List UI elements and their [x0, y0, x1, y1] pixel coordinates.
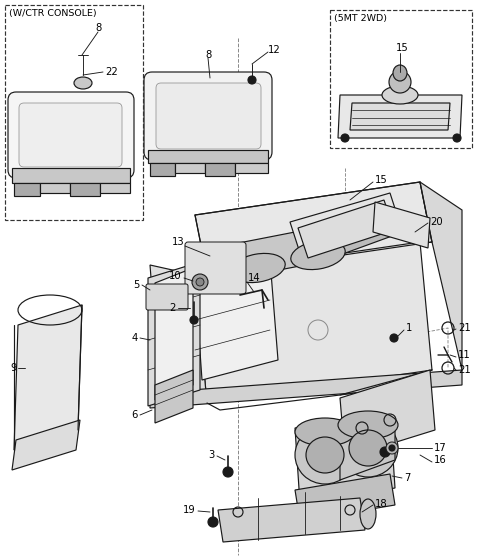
Polygon shape	[148, 150, 268, 163]
Polygon shape	[213, 232, 305, 281]
Ellipse shape	[389, 71, 411, 93]
Text: 1: 1	[406, 323, 412, 333]
Polygon shape	[308, 207, 392, 263]
Ellipse shape	[349, 430, 387, 466]
Ellipse shape	[295, 418, 355, 446]
Polygon shape	[218, 498, 365, 542]
Polygon shape	[150, 265, 207, 403]
Text: 11: 11	[458, 350, 471, 360]
Circle shape	[389, 445, 395, 451]
Text: 19: 19	[183, 505, 196, 515]
Text: 15: 15	[396, 43, 408, 53]
Polygon shape	[150, 163, 175, 176]
Text: 8: 8	[205, 50, 211, 60]
Text: (W/CTR CONSOLE): (W/CTR CONSOLE)	[9, 9, 96, 18]
Polygon shape	[420, 182, 462, 370]
FancyBboxPatch shape	[185, 242, 246, 294]
Text: 21: 21	[458, 365, 471, 375]
Polygon shape	[195, 260, 278, 380]
Text: 13: 13	[172, 237, 184, 247]
Circle shape	[196, 278, 204, 286]
Polygon shape	[70, 183, 100, 196]
Text: 22: 22	[105, 67, 118, 77]
Text: 20: 20	[430, 217, 443, 227]
Polygon shape	[14, 305, 82, 450]
Circle shape	[192, 274, 208, 290]
Polygon shape	[195, 242, 432, 403]
Ellipse shape	[291, 240, 345, 269]
Ellipse shape	[74, 77, 92, 89]
Polygon shape	[155, 268, 193, 400]
Ellipse shape	[338, 411, 398, 439]
Circle shape	[380, 447, 390, 457]
Polygon shape	[350, 103, 450, 130]
Text: (5MT 2WD): (5MT 2WD)	[334, 14, 387, 23]
Text: 4: 4	[132, 333, 138, 343]
Polygon shape	[12, 420, 80, 470]
Polygon shape	[340, 420, 395, 480]
Text: 5: 5	[133, 280, 140, 290]
Polygon shape	[205, 163, 235, 176]
Text: 15: 15	[375, 175, 388, 185]
Circle shape	[223, 467, 233, 477]
Polygon shape	[340, 370, 435, 458]
Circle shape	[248, 76, 256, 84]
Ellipse shape	[393, 65, 407, 81]
Circle shape	[190, 316, 198, 324]
Text: 2: 2	[169, 303, 176, 313]
Polygon shape	[175, 163, 205, 173]
Polygon shape	[148, 262, 200, 406]
Text: 16: 16	[434, 455, 447, 465]
FancyBboxPatch shape	[144, 72, 272, 160]
Polygon shape	[150, 370, 462, 408]
Text: 9: 9	[10, 363, 16, 373]
Ellipse shape	[360, 499, 376, 529]
Ellipse shape	[231, 254, 285, 283]
Ellipse shape	[306, 437, 344, 473]
Bar	[5, 5, 143, 220]
Text: 3: 3	[209, 450, 215, 460]
Circle shape	[341, 134, 349, 142]
Text: 21: 21	[458, 323, 471, 333]
Polygon shape	[338, 95, 462, 138]
Text: 6: 6	[132, 410, 138, 420]
Polygon shape	[14, 183, 40, 196]
Polygon shape	[298, 200, 394, 258]
Text: 18: 18	[375, 499, 388, 509]
Polygon shape	[300, 200, 400, 258]
Polygon shape	[295, 412, 395, 504]
Ellipse shape	[295, 426, 355, 484]
Text: 10: 10	[169, 271, 182, 281]
Circle shape	[390, 334, 398, 342]
Polygon shape	[195, 182, 432, 275]
Polygon shape	[100, 183, 130, 193]
Circle shape	[386, 442, 398, 454]
Text: 17: 17	[434, 443, 447, 453]
Text: 14: 14	[248, 273, 261, 283]
Polygon shape	[295, 474, 395, 521]
Polygon shape	[155, 370, 193, 423]
Polygon shape	[290, 193, 400, 253]
Circle shape	[453, 134, 461, 142]
Bar	[330, 10, 472, 148]
Circle shape	[208, 517, 218, 527]
Polygon shape	[12, 168, 130, 183]
Text: 7: 7	[404, 473, 410, 483]
Text: 12: 12	[268, 45, 281, 55]
Polygon shape	[40, 183, 70, 193]
Ellipse shape	[382, 86, 418, 104]
FancyBboxPatch shape	[8, 92, 134, 178]
FancyBboxPatch shape	[146, 284, 188, 310]
FancyBboxPatch shape	[156, 83, 261, 149]
Polygon shape	[373, 202, 430, 248]
Ellipse shape	[338, 419, 398, 477]
Polygon shape	[235, 163, 268, 173]
Text: 8: 8	[95, 23, 101, 33]
FancyBboxPatch shape	[19, 103, 122, 167]
